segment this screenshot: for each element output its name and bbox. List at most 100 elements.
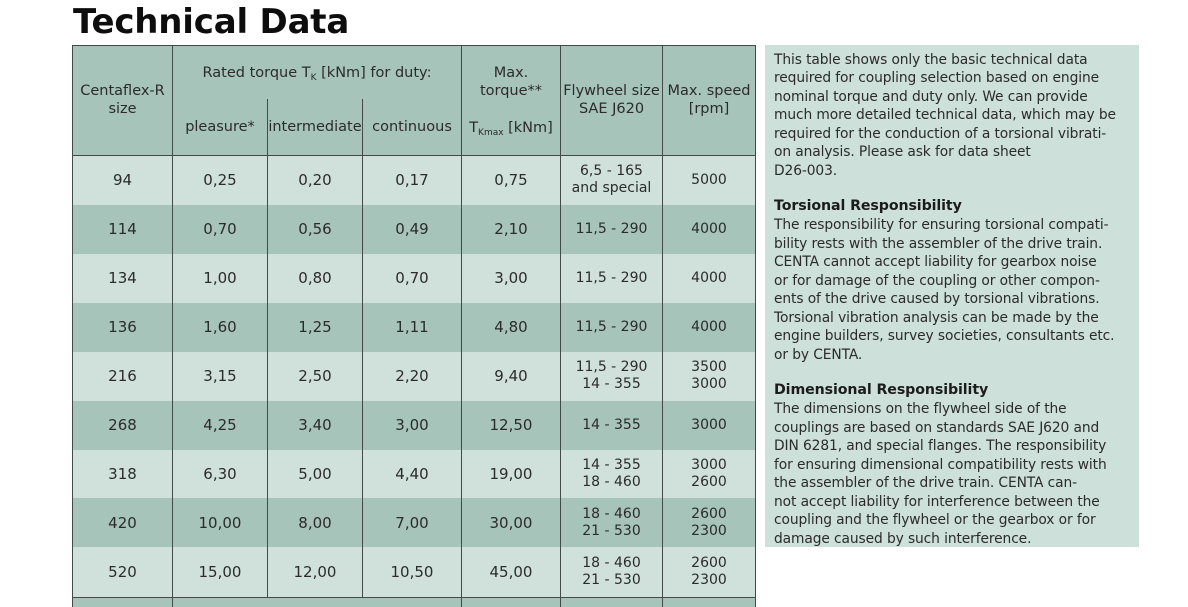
max-torque-symbol: T [469,119,479,136]
max-torque-unit: [kNm] [503,119,553,136]
cell-max-torque: 12,50 [461,400,561,450]
table-footer: *The rated torque for pleasure duty is t… [72,596,756,607]
cell-max-torque: 9,40 [461,351,561,401]
table-body: 94 0,25 0,20 0,17 0,75 6,5 - 165 and special 5… [72,154,756,597]
cell-max-torque: 45,00 [461,547,561,597]
footer-speed-note: For higher speeds please consult us [662,596,756,607]
cell-pleasure: 0,25 [172,154,268,205]
cell-max-speed: 3500 3000 [662,351,756,401]
cell-max-torque: 19,00 [461,449,561,499]
cell-max-torque: 2,10 [461,204,561,254]
cell-size: 268 [72,400,173,450]
rated-torque-prefix: Rated torque T [202,64,311,81]
torsional-responsibility-heading: Torsional Responsibility [774,198,962,215]
cell-intermediate: 3,40 [267,400,363,450]
cell-intermediate: 0,80 [267,253,363,303]
cell-size: 216 [72,351,173,401]
cell-continuous: 0,49 [362,204,462,254]
cell-max-torque: 30,00 [461,498,561,548]
table-row: 114 0,70 0,56 0,49 2,10 11,5 - 290 4000 [72,204,756,254]
cell-max-torque: 4,80 [461,302,561,352]
cell-continuous: 2,20 [362,351,462,401]
cell-max-torque: 3,00 [461,253,561,303]
header-max-torque: Max. torque** TKmax [kNm] [461,45,561,156]
max-torque-line2: TKmax [kNm] [462,119,560,138]
cell-intermediate: 12,00 [267,547,363,597]
cell-max-speed: 4000 [662,253,756,303]
cell-max-speed: 4000 [662,302,756,352]
cell-size: 318 [72,449,173,499]
cell-pleasure: 1,00 [172,253,268,303]
cell-intermediate: 2,50 [267,351,363,401]
header-max-speed: Max. speed [rpm] [662,45,756,156]
header-duty-continuous: continuous [362,99,462,156]
cell-pleasure: 6,30 [172,449,268,499]
cell-pleasure: 3,15 [172,351,268,401]
subscript-kmax: Kmax [478,127,504,138]
side-panel-intro: This table shows only the basic technica… [774,52,1116,179]
subscript-k: K [310,72,317,83]
cell-max-speed: 3000 2600 [662,449,756,499]
cell-max-speed: 2600 2300 [662,498,756,548]
cell-size: 420 [72,498,173,548]
content-area: Centaflex-R size Rated torque TK [kNm] f… [72,45,1188,607]
side-panel: This table shows only the basic technica… [765,45,1139,547]
cell-max-speed: 3000 [662,400,756,450]
cell-pleasure: 0,70 [172,204,268,254]
cell-continuous: 1,11 [362,302,462,352]
cell-flywheel: 14 - 355 [560,400,663,450]
cell-max-torque: 0,75 [461,154,561,205]
cell-flywheel: 14 - 355 18 - 460 [560,449,663,499]
torsional-responsibility-body: The responsibility for ensuring torsiona… [774,217,1115,363]
table-header: Centaflex-R size Rated torque TK [kNm] f… [72,45,756,156]
cell-max-speed: 5000 [662,154,756,205]
footer-flywheel-note: Other fly- wheel sizes are available [560,596,663,607]
cell-continuous: 4,40 [362,449,462,499]
cell-size: 134 [72,253,173,303]
cell-flywheel: 6,5 - 165 and special [560,154,663,205]
dimensional-responsibility-body: The dimensions on the flywheel side of t… [774,401,1107,547]
header-duty-pleasure: pleasure* [172,99,268,156]
footer-max-torque-note: **Torque for transient conditions [461,596,561,607]
cell-continuous: 0,17 [362,154,462,205]
cell-intermediate: 5,00 [267,449,363,499]
cell-size: 520 [72,547,173,597]
cell-continuous: 10,50 [362,547,462,597]
dimensional-responsibility-heading: Dimensional Responsibility [774,382,989,399]
header-flywheel: Flywheel size SAE J620 [560,45,663,156]
cell-flywheel: 18 - 460 21 - 530 [560,498,663,548]
technical-data-table: Centaflex-R size Rated torque TK [kNm] f… [72,45,756,607]
cell-flywheel: 18 - 460 21 - 530 [560,547,663,597]
page-title: Technical Data [73,2,350,42]
cell-pleasure: 15,00 [172,547,268,597]
cell-pleasure: 10,00 [172,498,268,548]
table-row: 318 6,30 5,00 4,40 19,00 14 - 355 18 - 460 300… [72,449,756,499]
cell-size: 114 [72,204,173,254]
cell-pleasure: 4,25 [172,400,268,450]
cell-size: 94 [72,154,173,205]
table-row: 420 10,00 8,00 7,00 30,00 18 - 460 21 - 530 26… [72,498,756,548]
rated-torque-suffix: [kNm] for duty: [316,64,432,81]
cell-intermediate: 8,00 [267,498,363,548]
cell-intermediate: 1,25 [267,302,363,352]
cell-intermediate: 0,56 [267,204,363,254]
cell-flywheel: 11,5 - 290 [560,253,663,303]
table-row: 520 15,00 12,00 10,50 45,00 18 - 460 21 - 530… [72,547,756,597]
header-rated-torque: Rated torque TK [kNm] for duty: [172,45,462,100]
table-row: 134 1,00 0,80 0,70 3,00 11,5 - 290 4000 [72,253,756,303]
cell-continuous: 3,00 [362,400,462,450]
table-row: 136 1,60 1,25 1,11 4,80 11,5 - 290 4000 [72,302,756,352]
cell-continuous: 0,70 [362,253,462,303]
cell-flywheel: 11,5 - 290 [560,204,663,254]
header-duty-intermediate: intermediate [267,99,363,156]
table-row: 94 0,25 0,20 0,17 0,75 6,5 - 165 and special 5… [72,154,756,205]
cell-continuous: 7,00 [362,498,462,548]
table-row: 216 3,15 2,50 2,20 9,40 11,5 - 290 14 - 355 35… [72,351,756,401]
cell-pleasure: 1,60 [172,302,268,352]
footer-empty-cell [72,596,173,607]
cell-max-speed: 4000 [662,204,756,254]
table-row: 268 4,25 3,40 3,00 12,50 14 - 355 3000 [72,400,756,450]
max-torque-line1: Max. torque** [479,65,543,100]
header-size: Centaflex-R size [72,45,173,156]
footer-torque-footnote: *The rated torque for pleasure duty is t… [172,596,462,607]
